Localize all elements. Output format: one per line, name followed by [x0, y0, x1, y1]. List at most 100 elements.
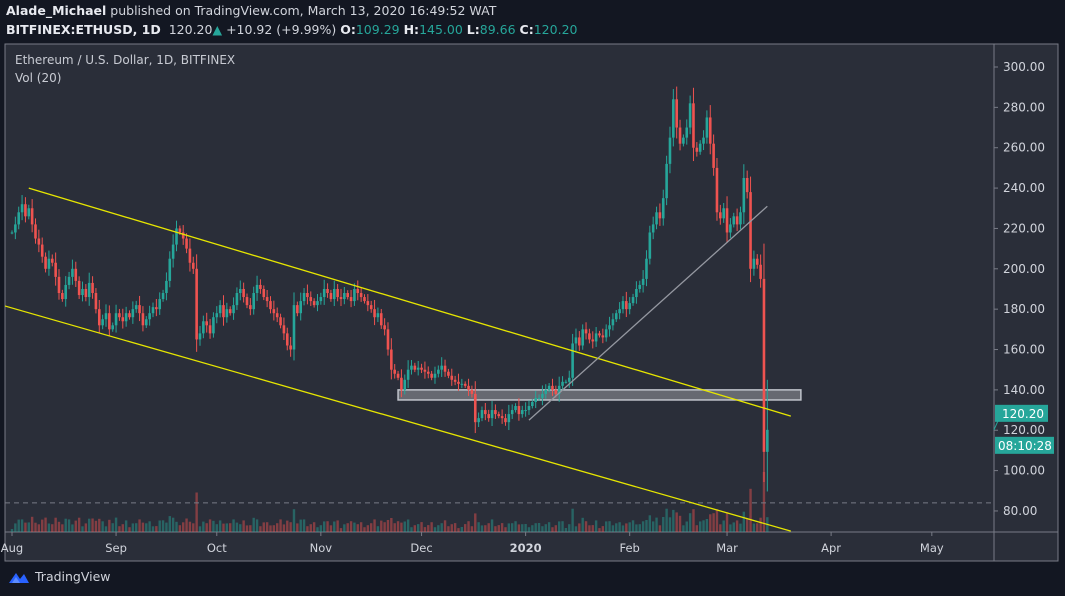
- candle: [138, 295, 141, 322]
- volume-bar: [148, 521, 151, 532]
- volume-bar: [135, 523, 138, 532]
- candle: [416, 360, 420, 376]
- candle: [440, 357, 443, 377]
- candle-body: [621, 301, 625, 310]
- volume-bar: [749, 488, 752, 532]
- candle-body: [534, 397, 537, 402]
- candle-body: [598, 333, 601, 336]
- price-change: +10.92 (+9.99%): [226, 22, 337, 37]
- candle: [682, 134, 685, 147]
- candle-body: [218, 305, 222, 314]
- candle-body: [715, 167, 719, 213]
- candle: [111, 322, 115, 332]
- volume-bar: [316, 527, 319, 532]
- volume-bar: [128, 527, 131, 532]
- volume-bar: [88, 518, 91, 532]
- plot-area: [5, 86, 994, 532]
- candle: [450, 368, 454, 386]
- candle: [396, 370, 400, 381]
- candle-body: [561, 381, 564, 386]
- volume-bar: [359, 522, 363, 532]
- candle: [369, 300, 373, 313]
- candle: [215, 306, 219, 324]
- price-tick-label: 140.00: [1003, 383, 1045, 397]
- volume-bar: [182, 522, 185, 532]
- volume-bar: [568, 524, 571, 532]
- volume-bar: [678, 515, 682, 532]
- candle-body: [322, 288, 326, 298]
- candle-body: [661, 198, 665, 219]
- volume-bar: [306, 526, 309, 532]
- volume-bar: [685, 521, 688, 532]
- volume-bar: [47, 523, 51, 532]
- volume-bar: [729, 524, 732, 532]
- volume-bar: [403, 521, 406, 532]
- volume-bar: [440, 523, 443, 532]
- candle-body: [14, 224, 17, 233]
- candle: [141, 306, 145, 332]
- volume-bar: [118, 526, 121, 532]
- volume-bar: [349, 521, 353, 532]
- last-price-badge-text: 120.20: [1002, 407, 1044, 421]
- candle: [635, 281, 638, 304]
- candle-body: [353, 288, 356, 302]
- candle-body: [635, 288, 638, 298]
- volume-bar: [363, 527, 366, 532]
- volume-bar: [373, 519, 376, 532]
- volume-bar: [584, 521, 588, 532]
- candle: [332, 280, 336, 307]
- volume-bar: [44, 517, 47, 532]
- volume-bar: [81, 526, 84, 532]
- candle: [698, 140, 702, 155]
- candle: [410, 360, 413, 375]
- candle-body: [668, 137, 672, 164]
- candle: [567, 370, 571, 388]
- candle: [265, 289, 269, 308]
- candle-body: [514, 406, 517, 411]
- candle-body: [584, 329, 588, 334]
- candle: [27, 204, 31, 220]
- candle: [64, 276, 68, 307]
- candle-body: [158, 299, 162, 310]
- volume-bar: [138, 519, 141, 532]
- candle: [322, 279, 326, 305]
- author-name[interactable]: Alade_Michael: [6, 3, 107, 18]
- candle-body: [97, 309, 101, 326]
- price-tick-label: 280.00: [1003, 100, 1045, 114]
- candle-body: [285, 333, 289, 346]
- volume-legend[interactable]: Vol (20): [15, 71, 62, 85]
- volume-bar: [709, 514, 712, 532]
- close-label: C:: [519, 22, 534, 37]
- candle-body: [319, 297, 323, 302]
- candle-body: [40, 244, 44, 257]
- channel-upper-line: [28, 187, 792, 417]
- candle: [245, 293, 249, 309]
- candle: [47, 250, 51, 276]
- volume-bar: [17, 519, 20, 532]
- candle-body: [138, 305, 141, 314]
- candle: [739, 206, 742, 230]
- candle-body: [655, 212, 658, 225]
- footer-brand[interactable]: TradingView: [8, 569, 111, 584]
- candle-body: [309, 297, 313, 302]
- candle-body: [111, 325, 115, 330]
- candle: [289, 337, 292, 357]
- volume-bar: [168, 516, 171, 532]
- time-tick-label: 2020: [510, 541, 542, 555]
- volume-bar: [443, 520, 447, 532]
- candle-body: [457, 381, 460, 384]
- candle-body: [665, 163, 668, 199]
- candle: [574, 328, 578, 352]
- candle: [611, 313, 615, 331]
- volume-bar: [715, 509, 719, 532]
- series-legend[interactable]: Ethereum / U.S. Dollar, 1D, BITFINEX: [15, 53, 236, 67]
- candle: [57, 269, 61, 300]
- candle: [477, 412, 480, 428]
- volume-bar: [252, 517, 255, 532]
- candle-body: [27, 208, 31, 217]
- volume-bar: [54, 517, 57, 532]
- candle-body: [594, 333, 598, 342]
- candle-body: [631, 297, 635, 304]
- candle: [329, 289, 333, 302]
